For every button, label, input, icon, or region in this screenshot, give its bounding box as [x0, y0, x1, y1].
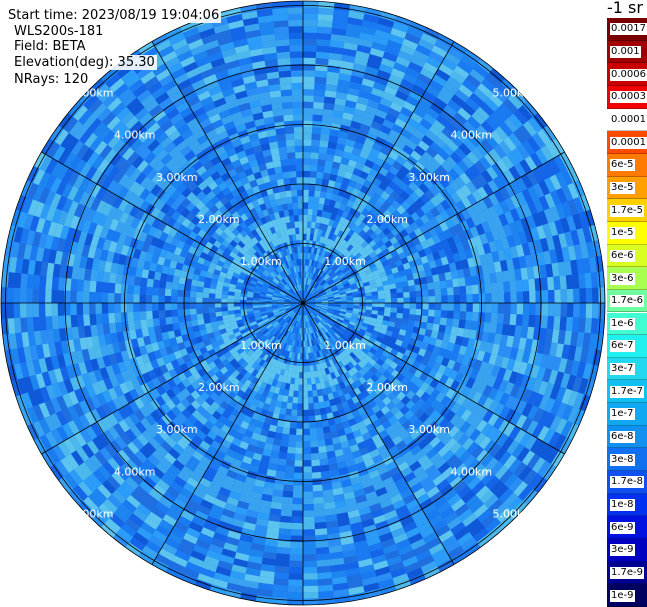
colorbar-swatch: 1.7e-8	[607, 471, 647, 494]
units-label: -1 sr	[607, 0, 643, 17]
colorbar-swatch: 6e-6	[607, 244, 647, 268]
colorbar-label: 0.0006	[610, 68, 647, 81]
range-label: 1.00km	[240, 339, 282, 352]
colorbar-label: 6e-9	[610, 521, 635, 534]
colorbar-swatch: 1e-7	[607, 403, 647, 426]
colorbar-swatch: 1e-9	[607, 584, 647, 607]
colorbar-swatch: 0.0017	[607, 18, 647, 41]
colorbar-label: 3e-8	[610, 453, 635, 466]
instrument-label: WLS200s-181	[12, 24, 106, 39]
colorbar-swatch: 3e-8	[607, 448, 647, 472]
color-scale: 0.0017 0.001 0.0006 0.0003 0.00017 0.0001 6e-5…	[607, 18, 647, 607]
colorbar-swatch: 3e-7	[607, 357, 647, 381]
range-label: 3.00km	[156, 423, 198, 436]
azimuth-spokes	[1, 1, 605, 605]
range-label: 5.00km	[493, 507, 535, 520]
colorbar-swatch: 6e-7	[607, 335, 647, 358]
range-label: 4.00km	[114, 465, 156, 478]
colorbar-label: 1e-6	[610, 317, 635, 330]
range-label: 3.00km	[156, 171, 198, 184]
colorbar-label: 0.001	[610, 45, 641, 58]
colorbar-label: 3e-9	[610, 544, 635, 557]
azimuth-spoke	[41, 151, 304, 304]
colorbar-swatch: 1e-6	[607, 312, 647, 336]
colorbar-swatch: 0.0003	[607, 85, 647, 109]
nrays-label: NRays: 120	[12, 72, 91, 87]
colorbar-swatch: 3e-5	[607, 176, 647, 200]
colorbar-label: 1.7e-8	[610, 476, 645, 489]
colorbar-swatch: 1e-5	[607, 221, 647, 245]
colorbar-swatch: 6e-9	[607, 516, 647, 540]
colorbar-swatch: 6e-8	[607, 425, 647, 449]
range-label: 2.00km	[198, 213, 240, 226]
range-label: 4.00km	[450, 465, 492, 478]
azimuth-spoke	[302, 302, 455, 565]
colorbar-swatch: 0.0006	[607, 63, 647, 86]
azimuth-spoke	[151, 302, 304, 565]
range-label: 5.00km	[72, 87, 114, 100]
colorbar-swatch: 0.0001	[607, 131, 647, 154]
colorbar-label: 6e-8	[610, 431, 635, 444]
colorbar-label: 6e-5	[610, 159, 635, 172]
elevation-label: Elevation(deg): 35.30	[12, 55, 157, 70]
colorbar-label: 1.7e-7	[610, 385, 645, 398]
range-label: 3.00km	[408, 171, 450, 184]
range-label: 4.00km	[114, 129, 156, 142]
colorbar-label: 0.0017	[610, 23, 647, 36]
colorbar-swatch: 1.7e-9	[607, 561, 647, 585]
colorbar-swatch: 1.7e-5	[607, 199, 647, 222]
colorbar-swatch: 0.001	[607, 40, 647, 64]
backscatter-field	[1, 1, 605, 605]
colorbar-label: 1.7e-6	[610, 295, 645, 308]
range-label: 5.00km	[72, 507, 114, 520]
azimuth-spoke	[151, 41, 304, 304]
colorbar-swatch: 1.7e-6	[607, 289, 647, 313]
colorbar-label: 3e-5	[610, 181, 635, 194]
range-label: 2.00km	[198, 381, 240, 394]
azimuth-spoke	[302, 302, 565, 455]
colorbar-label: 1.7e-5	[610, 204, 645, 217]
colorbar-label: 3e-7	[610, 363, 635, 376]
range-label: 4.00km	[450, 129, 492, 142]
range-label: 1.00km	[324, 255, 366, 268]
range-label: 2.00km	[366, 213, 408, 226]
range-label: 2.00km	[366, 381, 408, 394]
colorbar-label: 1.7e-9	[610, 567, 645, 579]
colorbar-label: 6e-6	[610, 249, 635, 262]
azimuth-spoke	[41, 302, 304, 455]
colorbar-label: 0.00017	[610, 113, 647, 126]
colorbar-label: 0.0001	[610, 136, 647, 149]
colorbar-label: 6e-7	[610, 340, 635, 353]
colorbar-label: 1e-5	[610, 227, 635, 240]
colorbar-swatch: 1e-8	[607, 493, 647, 517]
colorbar-label: 1e-7	[610, 408, 635, 421]
colorbar-swatch: 6e-5	[607, 153, 647, 177]
colorbar-swatch: 1.7e-7	[607, 380, 647, 404]
colorbar-label: 0.0003	[610, 91, 647, 104]
ppi-plot: 1.00km 1.00km 1.00km 1.00km 2.00km 2.00km 2.00…	[0, 0, 606, 606]
field-label: Field: BETA	[12, 39, 88, 54]
colorbar-label: 1e-9	[610, 589, 635, 602]
colorbar-swatch: 0.00017	[607, 108, 647, 132]
azimuth-spoke	[302, 151, 565, 304]
colorbar-swatch: 3e-9	[607, 539, 647, 562]
start-time-label: Start time: 2023/08/19 19:04:06	[6, 8, 222, 23]
colorbar-swatch: 3e-6	[607, 267, 647, 290]
range-label: 1.00km	[324, 339, 366, 352]
range-label: 1.00km	[240, 255, 282, 268]
colorbar-label: 3e-6	[610, 272, 635, 285]
range-label: 3.00km	[408, 423, 450, 436]
range-label: 5.00km	[493, 87, 535, 100]
azimuth-spoke	[302, 41, 455, 304]
range-labels: 1.00km 1.00km 1.00km 1.00km 2.00km 2.00km 2.00…	[72, 87, 534, 521]
colorbar-label: 1e-8	[610, 499, 635, 512]
